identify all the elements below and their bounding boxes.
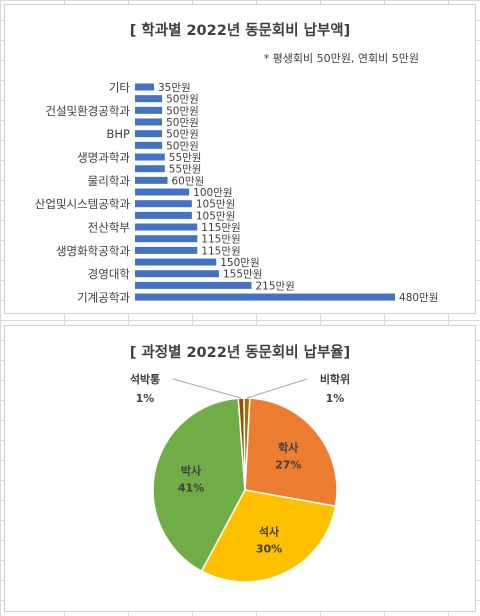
bar-value-label: 100만원 bbox=[193, 187, 232, 199]
pie-chart: [ 과정별 2022년 동문회비 납부율] 학사 27% 석사 30% 박사 41% 석박통… bbox=[130, 343, 351, 583]
bar-value-label: 480만원 bbox=[399, 292, 438, 304]
category-label: 경영대학 bbox=[88, 267, 131, 281]
bar-chart-title: [ 학과별 2022년 동문회비 납부액] bbox=[130, 21, 351, 39]
bar-value-label: 50만원 bbox=[166, 129, 199, 141]
category-label: BHP bbox=[107, 127, 131, 141]
pie-slices: 학사 27% 석사 30% 박사 41% 석박통 1% 비학위 1% bbox=[130, 372, 350, 583]
category-label: 기계공학과 bbox=[77, 291, 130, 305]
pie-slice bbox=[152, 397, 246, 573]
category-label: 전산학부 bbox=[88, 221, 130, 235]
bar bbox=[135, 153, 165, 161]
pie-slice bbox=[243, 397, 251, 491]
bar bbox=[135, 176, 168, 184]
bar bbox=[135, 141, 163, 149]
category-label: 건설및환경공학과 bbox=[45, 104, 130, 118]
pie-slice-name: 석사 bbox=[259, 525, 280, 539]
bar-value-label: 35만원 bbox=[158, 82, 191, 94]
category-label: 산업및시스템공학과 bbox=[35, 197, 131, 211]
bar bbox=[135, 95, 163, 103]
bar bbox=[135, 293, 396, 301]
pie-slice-percent: 1% bbox=[136, 392, 155, 405]
category-label: 물리학과 bbox=[88, 174, 131, 188]
category-label: 생명과학과 bbox=[77, 151, 130, 165]
bar-value-label: 50만원 bbox=[166, 105, 199, 117]
pie-slice-name: 비학위 bbox=[320, 372, 350, 386]
bar bbox=[135, 165, 165, 173]
bar-value-label: 55만원 bbox=[169, 152, 202, 164]
bar bbox=[135, 188, 190, 196]
bar-value-label: 55만원 bbox=[169, 164, 202, 176]
bar-value-label: 105만원 bbox=[196, 210, 235, 222]
bar bbox=[135, 235, 198, 243]
pie-slice bbox=[244, 397, 338, 508]
pie-slice-percent: 30% bbox=[256, 543, 282, 556]
bar-value-label: 115만원 bbox=[201, 234, 240, 246]
pie-slice-percent: 27% bbox=[275, 459, 301, 472]
pie-slice-name: 석박통 bbox=[130, 372, 160, 386]
bar-value-label: 155만원 bbox=[223, 269, 262, 281]
bar-chart: [ 학과별 2022년 동문회비 납부액] * 평생회비 50만원, 연회비 5… bbox=[35, 21, 439, 305]
pie-leader-line bbox=[246, 378, 308, 399]
pie-chart-title: [ 과정별 2022년 동문회비 납부율] bbox=[130, 343, 351, 361]
bar bbox=[135, 106, 163, 114]
bar bbox=[135, 211, 192, 219]
bar-value-label: 115만원 bbox=[201, 222, 240, 234]
pie-slice-name: 박사 bbox=[181, 464, 202, 478]
pie-leader-line bbox=[172, 378, 242, 399]
bar bbox=[135, 223, 198, 231]
bar bbox=[135, 200, 192, 208]
bar-value-label: 150만원 bbox=[220, 257, 259, 269]
bar-chart-note: * 평생회비 50만원, 연회비 5만원 bbox=[264, 52, 419, 65]
bar-series: 35만원기타50만원50만원건설및환경공학과50만원50만원BHP50만원55만… bbox=[35, 81, 439, 305]
bar bbox=[135, 130, 163, 138]
pie-slice-name: 학사 bbox=[278, 441, 299, 455]
bar-value-label: 60만원 bbox=[172, 175, 205, 187]
bar bbox=[135, 118, 163, 126]
bar-value-label: 50만원 bbox=[166, 94, 199, 106]
bar-value-label: 115만원 bbox=[201, 245, 240, 257]
pie-slice-percent: 41% bbox=[178, 482, 204, 495]
bar-value-label: 215만원 bbox=[255, 280, 294, 292]
bar bbox=[135, 270, 219, 278]
bar bbox=[135, 246, 198, 254]
bar-value-label: 50만원 bbox=[166, 117, 199, 129]
bar-value-label: 50만원 bbox=[166, 140, 199, 152]
pie-slice bbox=[200, 489, 337, 583]
category-label: 생명화학공학과 bbox=[56, 244, 130, 258]
bar-chart-panel: [ 학과별 2022년 동문회비 납부액] * 평생회비 50만원, 연회비 5… bbox=[4, 4, 476, 314]
bar-value-label: 105만원 bbox=[196, 199, 235, 211]
bar bbox=[135, 83, 154, 91]
pie-slice-percent: 1% bbox=[326, 392, 345, 405]
category-label: 기타 bbox=[109, 81, 131, 95]
bar bbox=[135, 281, 252, 289]
pie-chart-panel: [ 과정별 2022년 동문회비 납부율] 학사 27% 석사 30% 박사 41% 석박통… bbox=[4, 325, 476, 612]
bar bbox=[135, 258, 217, 266]
